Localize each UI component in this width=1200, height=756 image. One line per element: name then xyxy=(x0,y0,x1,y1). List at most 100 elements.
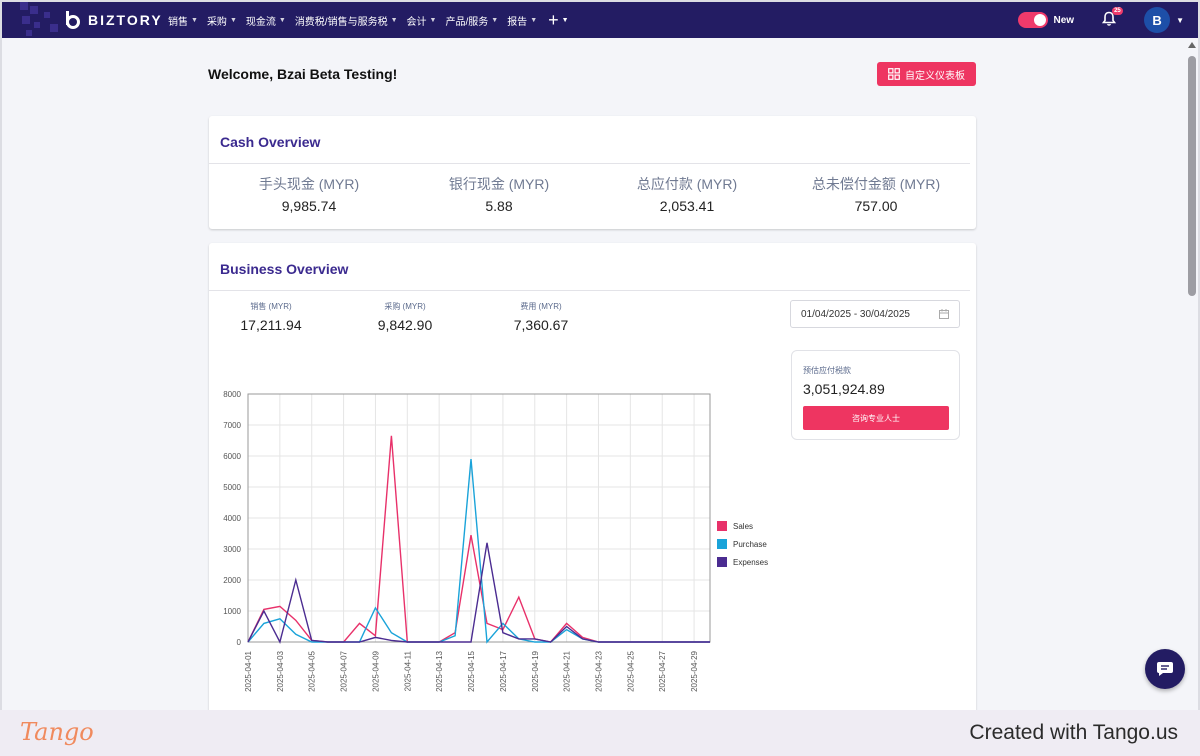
legend-label: Expenses xyxy=(733,558,768,567)
x-tick-label: 2025-04-03 xyxy=(276,650,285,691)
cash-stat-value: 757.00 xyxy=(854,198,898,214)
y-tick-label: 0 xyxy=(237,638,242,647)
bell-icon xyxy=(1101,11,1117,26)
nav-item-label: 报告 xyxy=(507,16,528,28)
nav-item-sst[interactable]: 消费税/销售与服务税 ▼ xyxy=(295,13,398,28)
new-ui-toggle[interactable] xyxy=(1017,12,1048,28)
cash-stat-label: 总未偿付金额 (MYR) xyxy=(811,176,941,192)
x-tick-label: 2025-04-13 xyxy=(435,650,444,691)
nav-item-reports[interactable]: 报告 ▼ xyxy=(507,13,537,28)
cash-overview-title: Cash Overview xyxy=(220,134,321,150)
business-overview-card: Business Overview 销售 (MYR) 17,211.94 采购 … xyxy=(209,243,976,710)
estimated-tax-value: 3,051,924.89 xyxy=(803,381,885,397)
cash-stat-label: 手头现金 (MYR) xyxy=(258,176,360,192)
y-tick-label: 3000 xyxy=(223,545,241,554)
calendar-icon xyxy=(939,309,949,319)
legend-swatch xyxy=(717,539,727,549)
brand-pixel-decoration xyxy=(20,2,64,38)
dashboard-content: Welcome, Bzai Beta Testing! 自定义仪表板 Cash … xyxy=(2,38,1186,710)
x-tick-label: 2025-04-01 xyxy=(244,650,253,691)
tango-footer: Tango Created with Tango.us xyxy=(0,710,1200,756)
customize-dashboard-label: 自定义仪表板 xyxy=(905,70,965,82)
metric-value: 7,360.67 xyxy=(513,317,569,333)
nav-item-label: 会计 xyxy=(406,16,427,28)
legend-swatch xyxy=(717,557,727,567)
customize-dashboard-button[interactable]: 自定义仪表板 xyxy=(877,62,976,86)
y-tick-label: 1000 xyxy=(223,607,241,616)
nav-item-label: 采购 xyxy=(206,16,227,28)
metric-label: 销售 (MYR) xyxy=(250,302,292,311)
plot-frame xyxy=(247,393,711,643)
biztory-logo-icon xyxy=(66,11,80,29)
nav-item-cashflow[interactable]: 现金流 ▼ xyxy=(246,13,286,28)
x-tick-label: 2025-04-27 xyxy=(658,650,667,691)
chevron-down-icon[interactable]: ▼ xyxy=(1176,15,1184,25)
consult-professional-button[interactable]: 咨询专业人士 xyxy=(803,406,949,430)
y-tick-label: 8000 xyxy=(223,390,241,399)
x-tick-label: 2025-04-19 xyxy=(531,650,540,691)
x-tick-label: 2025-04-25 xyxy=(626,650,635,691)
chevron-down-icon: ▼ xyxy=(530,16,538,24)
cash-stat-value: 2,053.41 xyxy=(659,198,715,214)
metric-value: 9,842.90 xyxy=(377,317,433,333)
x-tick-label: 2025-04-05 xyxy=(308,650,317,691)
divider xyxy=(209,290,970,291)
cash-stat-label: 总应付款 (MYR) xyxy=(636,176,738,192)
brand-name: BIZTORY xyxy=(88,12,163,28)
page-title: Welcome, Bzai Beta Testing! xyxy=(208,66,398,82)
chevron-down-icon: ▼ xyxy=(561,16,569,24)
total-payables: 总应付款 (MYR) 2,053.41 xyxy=(592,174,782,214)
x-tick-label: 2025-04-07 xyxy=(340,650,349,691)
cash-overview-card: Cash Overview 手头现金 (MYR) 9,985.74 银行现金 (… xyxy=(209,116,976,229)
total-outstanding: 总未偿付金额 (MYR) 757.00 xyxy=(781,174,971,214)
date-range-value: 01/04/2025 - 30/04/2025 xyxy=(801,308,910,320)
nav-item-sales[interactable]: 销售 ▼ xyxy=(168,13,198,28)
brand[interactable]: BIZTORY xyxy=(2,2,162,38)
y-tick-label: 5000 xyxy=(223,483,241,492)
chat-icon xyxy=(1157,662,1173,676)
chevron-down-icon: ▼ xyxy=(491,16,499,24)
page-scrollbar[interactable] xyxy=(1186,38,1198,710)
x-tick-label: 2025-04-15 xyxy=(467,650,476,691)
purchase-metric: 采购 (MYR) 9,842.90 xyxy=(350,301,460,333)
nav-item-accounting[interactable]: 会计 ▼ xyxy=(407,13,437,28)
x-tick-label: 2025-04-11 xyxy=(403,650,412,691)
x-tick-label: 2025-04-29 xyxy=(690,650,699,691)
chevron-down-icon: ▼ xyxy=(390,16,398,24)
y-tick-label: 4000 xyxy=(223,514,241,523)
y-tick-label: 2000 xyxy=(223,576,241,585)
x-tick-label: 2025-04-23 xyxy=(594,650,603,691)
grid-icon xyxy=(888,68,900,80)
scrollbar-thumb[interactable] xyxy=(1188,56,1196,296)
cash-stat-label: 银行现金 (MYR) xyxy=(448,176,550,192)
expenses-metric: 费用 (MYR) 7,360.67 xyxy=(486,301,596,333)
tango-credit: Created with Tango.us xyxy=(969,721,1178,744)
avatar[interactable]: B xyxy=(1144,7,1171,33)
top-navbar: BIZTORY 销售 ▼ 采购 ▼ 现金流 ▼ 消费税/销售与服务税 ▼ 会计 ▼ 产品/… xyxy=(2,2,1198,38)
nav-item-products[interactable]: 产品/服务 ▼ xyxy=(445,13,498,28)
chat-support-button[interactable] xyxy=(1145,649,1185,689)
nav-item-purchase[interactable]: 采购 ▼ xyxy=(207,13,237,28)
toggle-label: New xyxy=(1053,14,1075,26)
x-tick-label: 2025-04-17 xyxy=(499,650,508,691)
legend-label: Purchase xyxy=(733,540,767,549)
legend-label: Sales xyxy=(733,522,753,531)
business-line-chart: 0 1000 2000 3000 4000 5000 6000 7000 8000 2025-04… xyxy=(223,390,768,692)
nav-item-label: 产品/服务 xyxy=(445,16,489,28)
scroll-up-arrow-icon[interactable] xyxy=(1188,42,1196,48)
plus-icon: + xyxy=(548,9,559,30)
date-range-picker[interactable]: 01/04/2025 - 30/04/2025 xyxy=(790,300,960,328)
legend-swatch xyxy=(717,521,727,531)
quick-create-button[interactable]: + ▼ xyxy=(548,10,568,31)
main-nav: 销售 ▼ 采购 ▼ 现金流 ▼ 消费税/销售与服务税 ▼ 会计 ▼ 产品/服务 ▼ 报告 ▼ … xyxy=(168,10,569,31)
nav-item-label: 销售 xyxy=(168,16,188,28)
chevron-down-icon: ▼ xyxy=(278,16,286,24)
sales-metric: 销售 (MYR) 17,211.94 xyxy=(216,301,326,333)
cash-stat-value: 5.88 xyxy=(485,198,513,214)
nav-item-label: 消费税/销售与服务税 xyxy=(294,16,388,28)
notifications-button[interactable]: 25 xyxy=(1101,7,1123,29)
y-tick-label: 7000 xyxy=(223,421,241,430)
y-tick-label: 6000 xyxy=(223,452,241,461)
metric-value: 17,211.94 xyxy=(240,317,302,333)
metric-label: 费用 (MYR) xyxy=(520,302,562,311)
